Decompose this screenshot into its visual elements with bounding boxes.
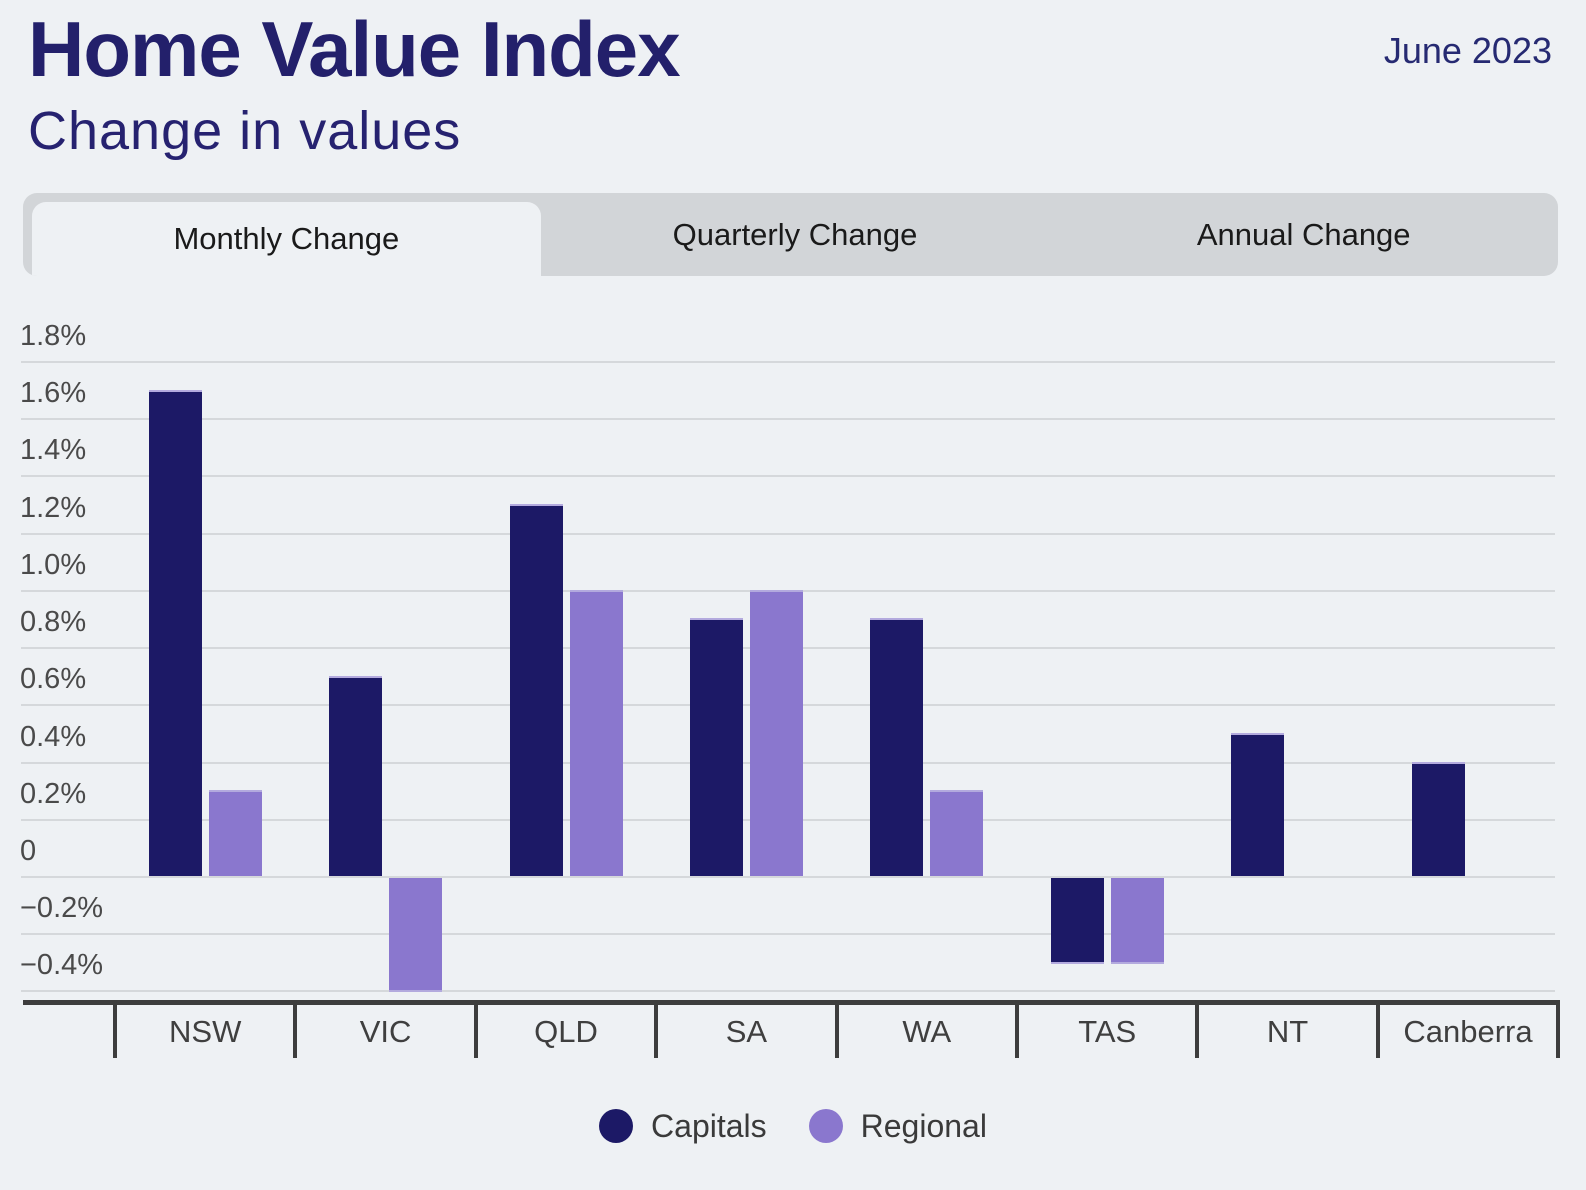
bar-regional-wa [930,790,984,876]
y-axis-label: 0.2% [20,777,87,810]
y-axis-label: −0.4% [20,949,104,982]
regional-swatch-icon [808,1109,843,1143]
y-axis-label: 0.8% [20,606,87,639]
x-axis-label-sa: SA [725,1014,768,1049]
y-axis-label: −0.2% [20,892,104,925]
x-axis-tick [1015,1000,1019,1058]
gridline [21,418,1555,421]
bar-capitals-tas [1050,877,1104,964]
gridline [21,990,1555,993]
legend-capitals-label: Capitals [651,1107,767,1144]
page-title: Home Value Index [28,5,681,93]
y-axis-label: 0.4% [20,720,87,753]
bar-regional-qld [569,589,623,876]
y-axis-label: 1.0% [20,548,87,581]
legend-regional-label: Regional [860,1107,987,1144]
bar-regional-tas [1110,877,1164,964]
bar-capitals-nt [1231,732,1285,876]
tab-quarterly-change-label: Quarterly Change [672,216,918,252]
bar-capitals-qld [509,504,563,876]
capitals-swatch-icon [599,1109,634,1143]
x-axis-tick [654,1000,659,1058]
gridline [21,361,1555,363]
x-axis-tick [834,1000,839,1058]
x-axis-tick [1195,1000,1200,1058]
x-axis-label-vic: VIC [359,1014,412,1049]
gridline [21,532,1555,535]
x-axis-label-wa: WA [902,1014,952,1049]
legend-item-regional: Regional [808,1107,987,1145]
y-axis-label: 0 [20,834,37,867]
bar-capitals-vic [329,675,383,876]
tab-monthly-change[interactable]: Monthly Change [32,202,541,276]
x-axis-label-qld: QLD [534,1014,598,1049]
page-subtitle: Change in values [28,101,462,161]
y-axis-label: 1.2% [20,491,87,524]
x-axis-label-nt: NT [1266,1014,1309,1049]
tab-annual-change-label: Annual Change [1196,216,1411,252]
bar-chart: 1.8% 1.6% 1.4% 1.2% 1.0% 0.8% 0.6% 0.4% 0.2% 0 −0.… [0,300,1586,1080]
bar-regional-sa [749,589,803,876]
y-axis-label: 1.6% [20,377,87,410]
bar-capitals-nsw [148,389,202,876]
x-axis-label-nsw: NSW [169,1014,242,1049]
y-axis-label: 1.4% [20,434,87,467]
tab-quarterly-change[interactable]: Quarterly Change [541,193,1050,276]
tab-monthly-change-label: Monthly Change [173,221,400,256]
gridline [21,475,1555,478]
x-axis-tick [293,1000,298,1058]
x-axis-tick [1375,1000,1380,1058]
gridline [21,933,1555,936]
tab-bar: Monthly Change Quarterly Change Annual C… [23,193,1558,276]
bar-regional-nsw [208,790,262,876]
gridline [21,875,1555,878]
chart-legend: Capitals Regional [0,1098,1586,1154]
tab-annual-change[interactable]: Annual Change [1049,193,1558,276]
bar-capitals-canberra [1411,761,1465,876]
legend-item-capitals: Capitals [599,1108,767,1145]
y-axis-label: 0.6% [20,663,87,696]
x-axis-line [23,1000,1560,1005]
x-axis-tick [473,1000,478,1058]
bar-regional-vic [389,877,443,993]
x-axis-label-tas: TAS [1078,1014,1137,1049]
x-axis-label-canberra: Canberra [1403,1014,1533,1049]
bar-capitals-sa [689,618,743,876]
y-axis-label: 1.8% [20,320,87,352]
x-axis-tick [1556,1000,1561,1058]
x-axis-tick [113,1000,117,1058]
period-label: June 2023 [1383,30,1552,71]
bar-capitals-wa [870,618,924,876]
